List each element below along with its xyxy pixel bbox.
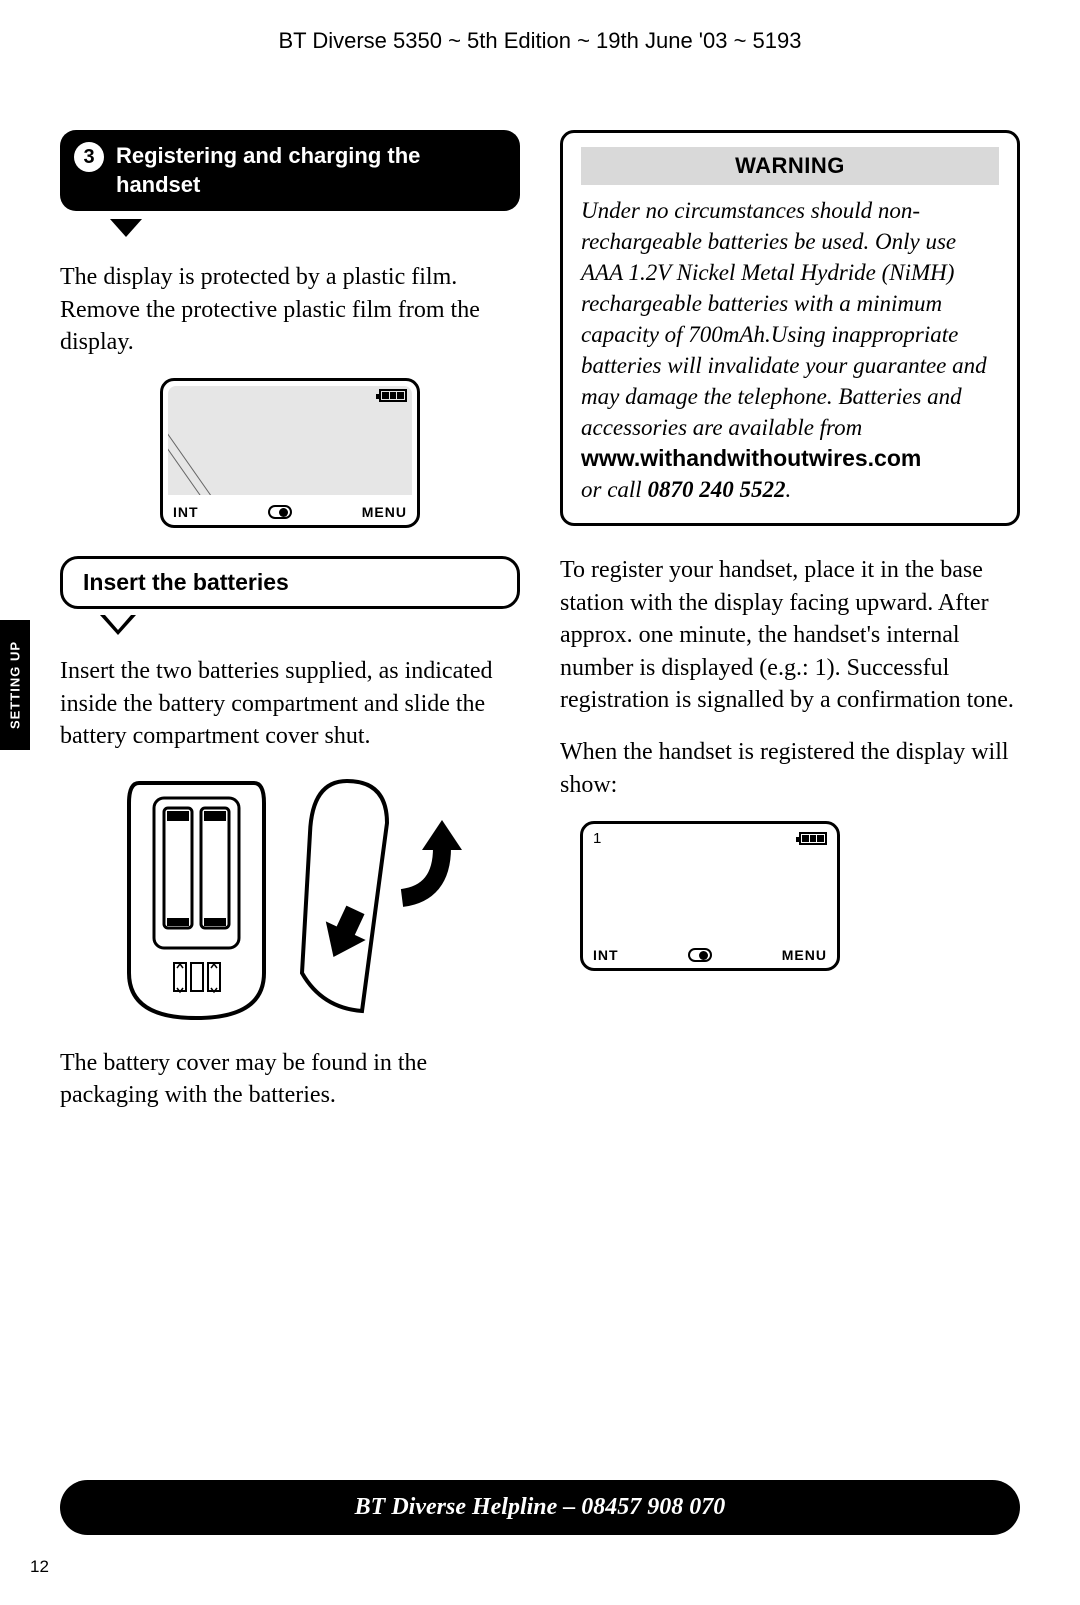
para-display-film: The display is protected by a plastic fi… (60, 261, 520, 358)
lcd-illustration-1: INT MENU (160, 378, 420, 528)
helpline-bar: BT Diverse Helpline – 08457 908 070 (60, 1480, 1020, 1535)
lcd-nav-icon (268, 505, 292, 519)
warning-phone: 0870 240 5522 (647, 477, 785, 502)
battery-icon (799, 832, 827, 845)
lcd-nav-icon (688, 948, 712, 962)
step-heading-pill: 3 Registering and charging the handset (60, 130, 520, 211)
lcd-menu-label: MENU (362, 504, 407, 520)
step-number-badge: 3 (74, 142, 104, 172)
lcd-menu-label: MENU (782, 947, 827, 963)
para-display-show: When the handset is registered the displ… (560, 736, 1020, 801)
page-number: 12 (30, 1557, 49, 1577)
para-battery-cover: The battery cover may be found in the pa… (60, 1047, 520, 1112)
sub-pointer-icon (100, 615, 136, 635)
para-register: To register your handset, place it in th… (560, 554, 1020, 716)
battery-diagram (60, 773, 520, 1023)
lcd-illustration-2: 1 INT MENU (580, 821, 840, 971)
lcd-int-label: INT (593, 947, 619, 963)
warning-box: WARNING Under no circumstances should no… (560, 130, 1020, 526)
lcd-handset-number: 1 (593, 830, 601, 847)
left-column: 3 Registering and charging the handset T… (60, 130, 520, 1131)
battery-icon (379, 389, 407, 402)
handset-cover-icon (292, 773, 462, 1023)
warning-title: WARNING (581, 147, 999, 185)
para-insert-batteries: Insert the two batteries supplied, as in… (60, 655, 520, 752)
content-area: 3 Registering and charging the handset T… (60, 130, 1020, 1131)
handset-open-icon (119, 773, 274, 1023)
warning-url: www.withandwithoutwires.com (581, 445, 921, 471)
subheading-pill: Insert the batteries (60, 556, 520, 609)
lcd-int-label: INT (173, 504, 199, 520)
step-title: Registering and charging the handset (116, 142, 500, 199)
section-side-tab: SETTING UP (0, 620, 30, 750)
warning-body: Under no circumstances should non-rechar… (581, 195, 999, 505)
doc-header: BT Diverse 5350 ~ 5th Edition ~ 19th Jun… (0, 0, 1080, 54)
pill-pointer-icon (110, 219, 142, 237)
right-column: WARNING Under no circumstances should no… (560, 130, 1020, 1131)
